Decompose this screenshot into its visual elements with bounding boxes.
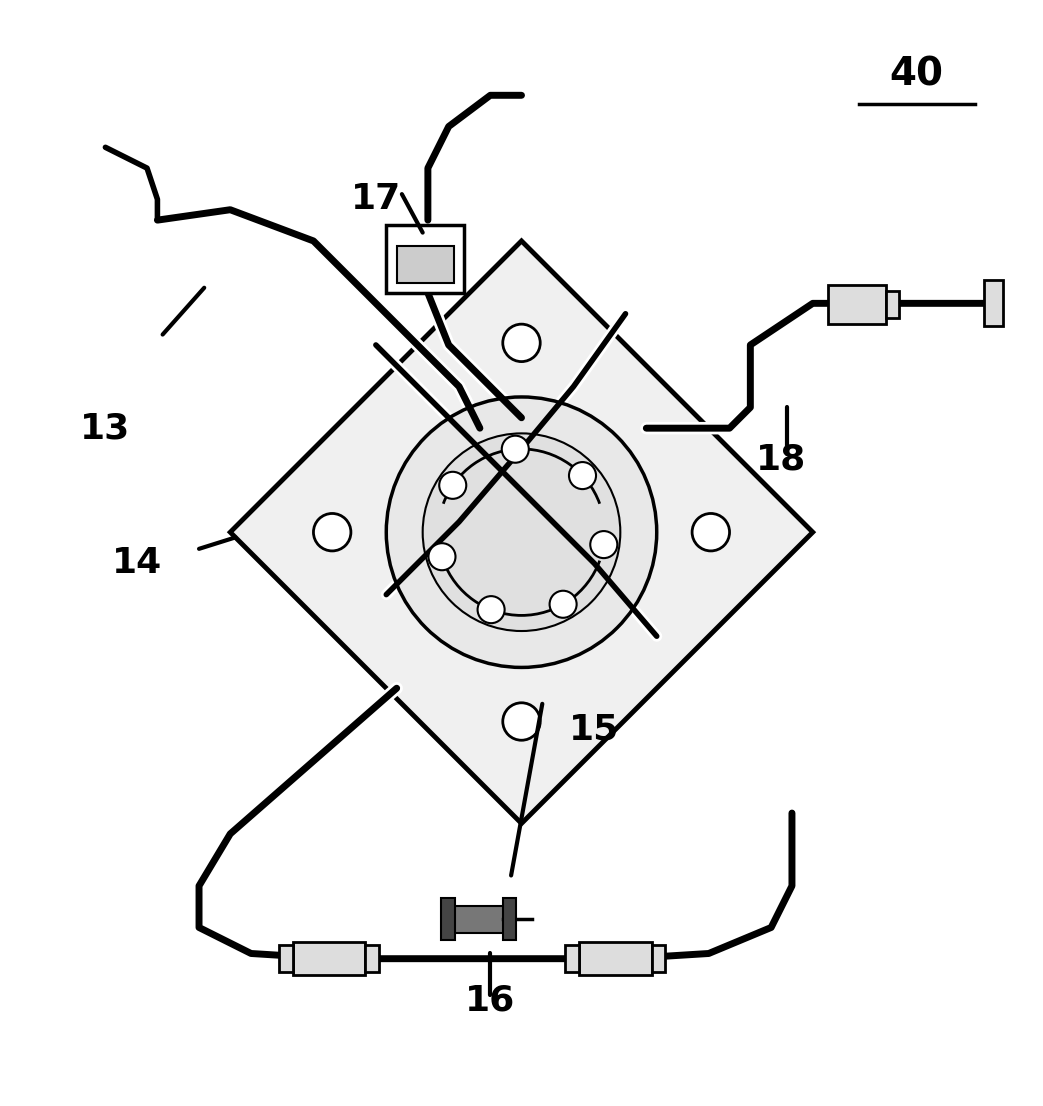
Text: 16: 16 [465, 983, 515, 1018]
Circle shape [693, 513, 729, 551]
Bar [365, 946, 379, 972]
Bar [396, 247, 454, 282]
Text: 14: 14 [112, 546, 162, 581]
Bar [503, 898, 516, 940]
Circle shape [422, 434, 621, 632]
Bar [565, 946, 579, 972]
Bar [985, 281, 1003, 326]
Circle shape [569, 462, 596, 489]
Circle shape [429, 543, 456, 571]
Circle shape [314, 513, 350, 551]
Bar [280, 946, 293, 972]
Circle shape [590, 531, 617, 559]
Circle shape [478, 596, 505, 623]
Circle shape [550, 591, 577, 618]
Circle shape [503, 324, 540, 362]
Bar [828, 284, 886, 324]
Text: 40: 40 [890, 55, 944, 94]
Bar [886, 291, 899, 317]
Circle shape [502, 436, 529, 462]
Circle shape [503, 702, 540, 740]
Bar [454, 906, 506, 932]
Bar [293, 942, 365, 975]
Bar [441, 898, 455, 940]
Circle shape [439, 472, 466, 499]
Polygon shape [231, 241, 812, 824]
Circle shape [386, 397, 657, 667]
Bar [652, 946, 665, 972]
Text: 18: 18 [756, 442, 806, 477]
Text: 15: 15 [569, 713, 620, 747]
Text: 13: 13 [80, 411, 130, 446]
Text: 17: 17 [350, 182, 401, 217]
FancyBboxPatch shape [386, 226, 464, 293]
Bar [579, 942, 652, 975]
